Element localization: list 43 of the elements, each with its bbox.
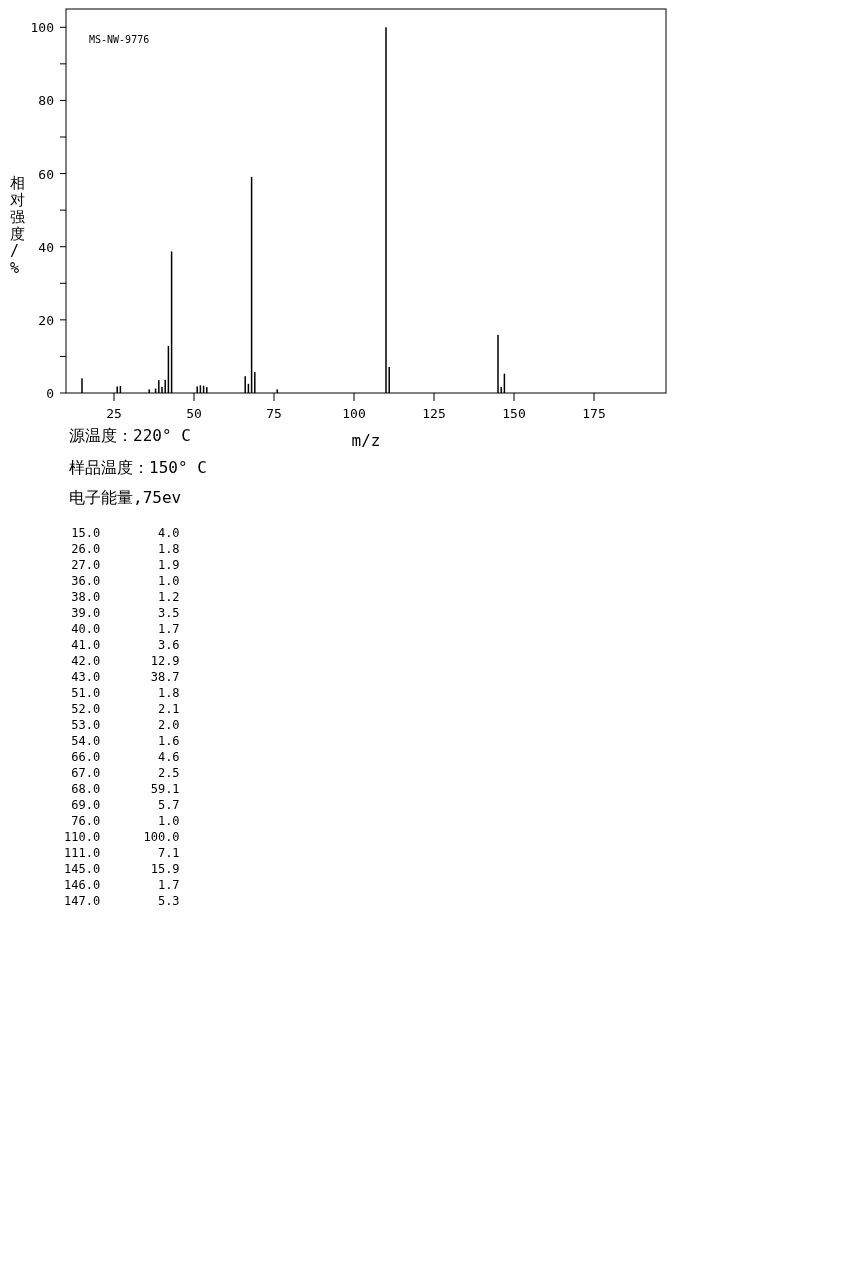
x-tick-label: 150 (502, 406, 526, 421)
text: 43.0 38.7 (64, 670, 180, 684)
text: 111.0 7.1 (64, 846, 180, 860)
x-tick-label: 25 (106, 406, 122, 421)
text: 样品温度：150° C (69, 458, 207, 477)
text: 27.0 1.9 (64, 558, 180, 572)
text: 51.0 1.8 (64, 686, 180, 700)
y-tick-label: 100 (30, 20, 54, 36)
text: 源温度：220° C (69, 426, 191, 445)
x-tick-label: 125 (422, 406, 446, 421)
text: 39.0 3.5 (64, 606, 180, 620)
text: 110.0 100.0 (64, 830, 180, 844)
y-tick-label: 0 (46, 386, 54, 401)
y-axis-title: 相对强度/% (10, 174, 25, 277)
x-tick-label: 50 (186, 406, 202, 421)
text: 147.0 5.3 (64, 894, 180, 908)
x-tick-label: 100 (342, 406, 366, 421)
text: 68.0 59.1 (64, 782, 180, 796)
text: 38.0 1.2 (64, 590, 180, 604)
x-tick-label: 175 (582, 406, 606, 421)
text: 76.0 1.0 (64, 814, 180, 828)
text: 41.0 3.6 (64, 638, 180, 652)
text: 42.0 12.9 (64, 654, 180, 668)
x-tick-label: 75 (266, 406, 282, 421)
y-tick-label: 20 (38, 312, 54, 328)
y-tick-label: 40 (38, 239, 54, 255)
y-tick-label: 60 (38, 166, 54, 182)
text: 15.0 4.0 (64, 526, 180, 540)
text: 电子能量,75ev (69, 488, 182, 507)
text: 54.0 1.6 (64, 734, 180, 748)
text: 67.0 2.5 (64, 766, 180, 780)
text: 40.0 1.7 (64, 622, 180, 636)
text: 66.0 4.6 (64, 750, 180, 764)
text: 53.0 2.0 (64, 718, 180, 732)
text: 36.0 1.0 (64, 574, 180, 588)
annotation: MS-NW-9776 (89, 34, 150, 45)
text: 146.0 1.7 (64, 878, 180, 892)
text: 69.0 5.7 (64, 798, 180, 812)
text: 26.0 1.8 (64, 542, 180, 556)
text: 145.0 15.9 (64, 862, 180, 876)
x-axis-title: m/z (351, 431, 381, 450)
text: 52.0 2.1 (64, 702, 180, 716)
y-tick-label: 80 (38, 93, 54, 109)
